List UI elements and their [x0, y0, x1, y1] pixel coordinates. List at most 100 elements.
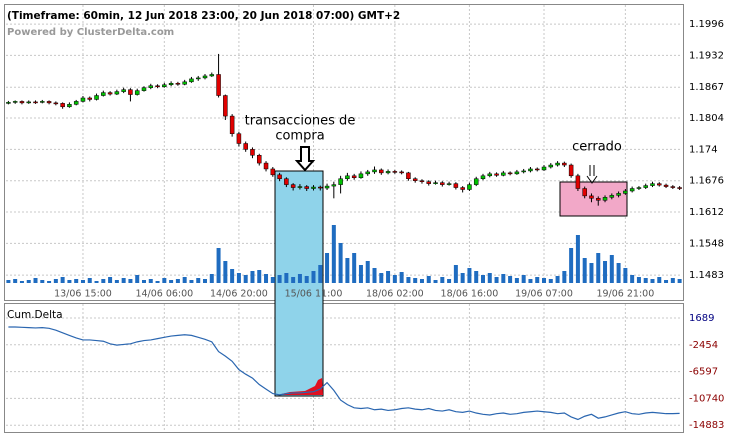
x-tick-label: 18/06 02:00 [366, 289, 424, 300]
volume-bar [47, 281, 52, 283]
volume-bar [87, 278, 92, 283]
candle-body [596, 198, 601, 201]
volume-bar [216, 248, 221, 283]
volume-bar [338, 243, 343, 283]
volume-bar [236, 273, 241, 283]
candle-body [379, 169, 384, 174]
volume-bar [352, 253, 357, 283]
candle-body [216, 74, 221, 96]
candle-body [534, 168, 540, 171]
candle-body [263, 162, 269, 170]
candle-body [141, 87, 147, 91]
volume-bar [53, 279, 58, 283]
candle-body [107, 92, 113, 95]
candle-body [372, 169, 377, 173]
candle-body [114, 91, 120, 95]
volume-bar [474, 271, 479, 283]
volume-bar [155, 281, 160, 283]
candle-body [629, 188, 635, 192]
x-tick-label: 13/06 15:00 [54, 289, 112, 300]
volume-bar [467, 268, 472, 283]
volume-bar [67, 280, 72, 283]
volume-bar [135, 275, 140, 283]
candle-body [541, 166, 547, 171]
x-tick-label: 19/06 21:00 [596, 289, 654, 300]
volume-bar [447, 279, 452, 283]
volume-bar [392, 275, 397, 283]
candle-body [243, 143, 248, 150]
volume-bar [250, 271, 255, 283]
x-tick-label: 14/06 06:00 [135, 289, 193, 300]
candle-body [528, 168, 533, 172]
candle-body [440, 182, 445, 185]
candle-body [467, 184, 472, 190]
y-tick-label: -6597 [689, 367, 718, 378]
volume-bar [128, 279, 133, 283]
volume-bar [114, 280, 119, 283]
candle-body [304, 186, 309, 189]
volume-bar [372, 268, 377, 283]
y-tick-label: 1.1804 [689, 113, 724, 124]
buy-zone-box [274, 170, 324, 397]
volume-bar [399, 272, 404, 283]
candle-body [168, 83, 174, 86]
volume-bar [453, 265, 458, 283]
volume-bar [670, 278, 675, 283]
candle-body [562, 162, 567, 166]
candle-body [433, 182, 438, 184]
candle-body [338, 178, 343, 185]
candle-body [514, 171, 520, 175]
candle-body [670, 186, 676, 188]
volume-bar [419, 279, 424, 283]
candle-body [236, 133, 242, 144]
candle-body [507, 172, 513, 175]
candle-body [385, 171, 391, 174]
x-tick-label: 14/06 20:00 [210, 289, 268, 300]
delta-title: Cum.Delta [7, 309, 63, 321]
candle-body [453, 183, 459, 188]
candle-body [134, 90, 140, 95]
volume-bar [501, 274, 506, 283]
candle-body [175, 83, 181, 85]
x-tick-label: 15/06 11:00 [285, 289, 343, 300]
candle-body [101, 92, 106, 96]
volume-bar [379, 273, 384, 283]
candle-body [663, 184, 669, 187]
volume-bar [141, 280, 146, 283]
candle-body [650, 183, 655, 186]
volume-bar [60, 277, 65, 283]
candle-body [487, 173, 493, 177]
volume-bar [589, 263, 594, 283]
volume-bar [277, 275, 282, 283]
candle-body [331, 184, 337, 187]
y-tick-label: 1.1483 [689, 270, 724, 281]
candle-body [568, 164, 574, 177]
y-tick-label: 1.1676 [689, 176, 724, 187]
volume-bar [480, 275, 485, 283]
price-panel-frame [4, 4, 684, 301]
volume-bar [101, 279, 106, 283]
x-tick-label: 18/06 16:00 [441, 289, 499, 300]
volume-bar [257, 270, 262, 283]
chart-title: (Timeframe: 60min, 12 Jun 2018 23:00, 20… [7, 10, 400, 22]
candle-body [67, 104, 72, 108]
candle-body [33, 101, 38, 104]
volume-bar [26, 280, 31, 283]
volume-bar [189, 280, 194, 283]
volume-bar [575, 235, 580, 283]
volume-bar [562, 271, 567, 283]
candle-body [229, 115, 235, 134]
y-tick-label: -10740 [689, 393, 724, 404]
candle-body [297, 186, 303, 188]
volume-bar [311, 271, 316, 283]
candle-body [284, 178, 289, 185]
candle-body [257, 154, 262, 164]
candle-body [406, 172, 411, 179]
volume-bar [650, 279, 655, 283]
candle-body [412, 178, 418, 181]
candle-body [128, 89, 133, 95]
volume-bar [657, 277, 662, 283]
y-tick-label: 1689 [689, 313, 714, 324]
candle-body [480, 175, 486, 179]
